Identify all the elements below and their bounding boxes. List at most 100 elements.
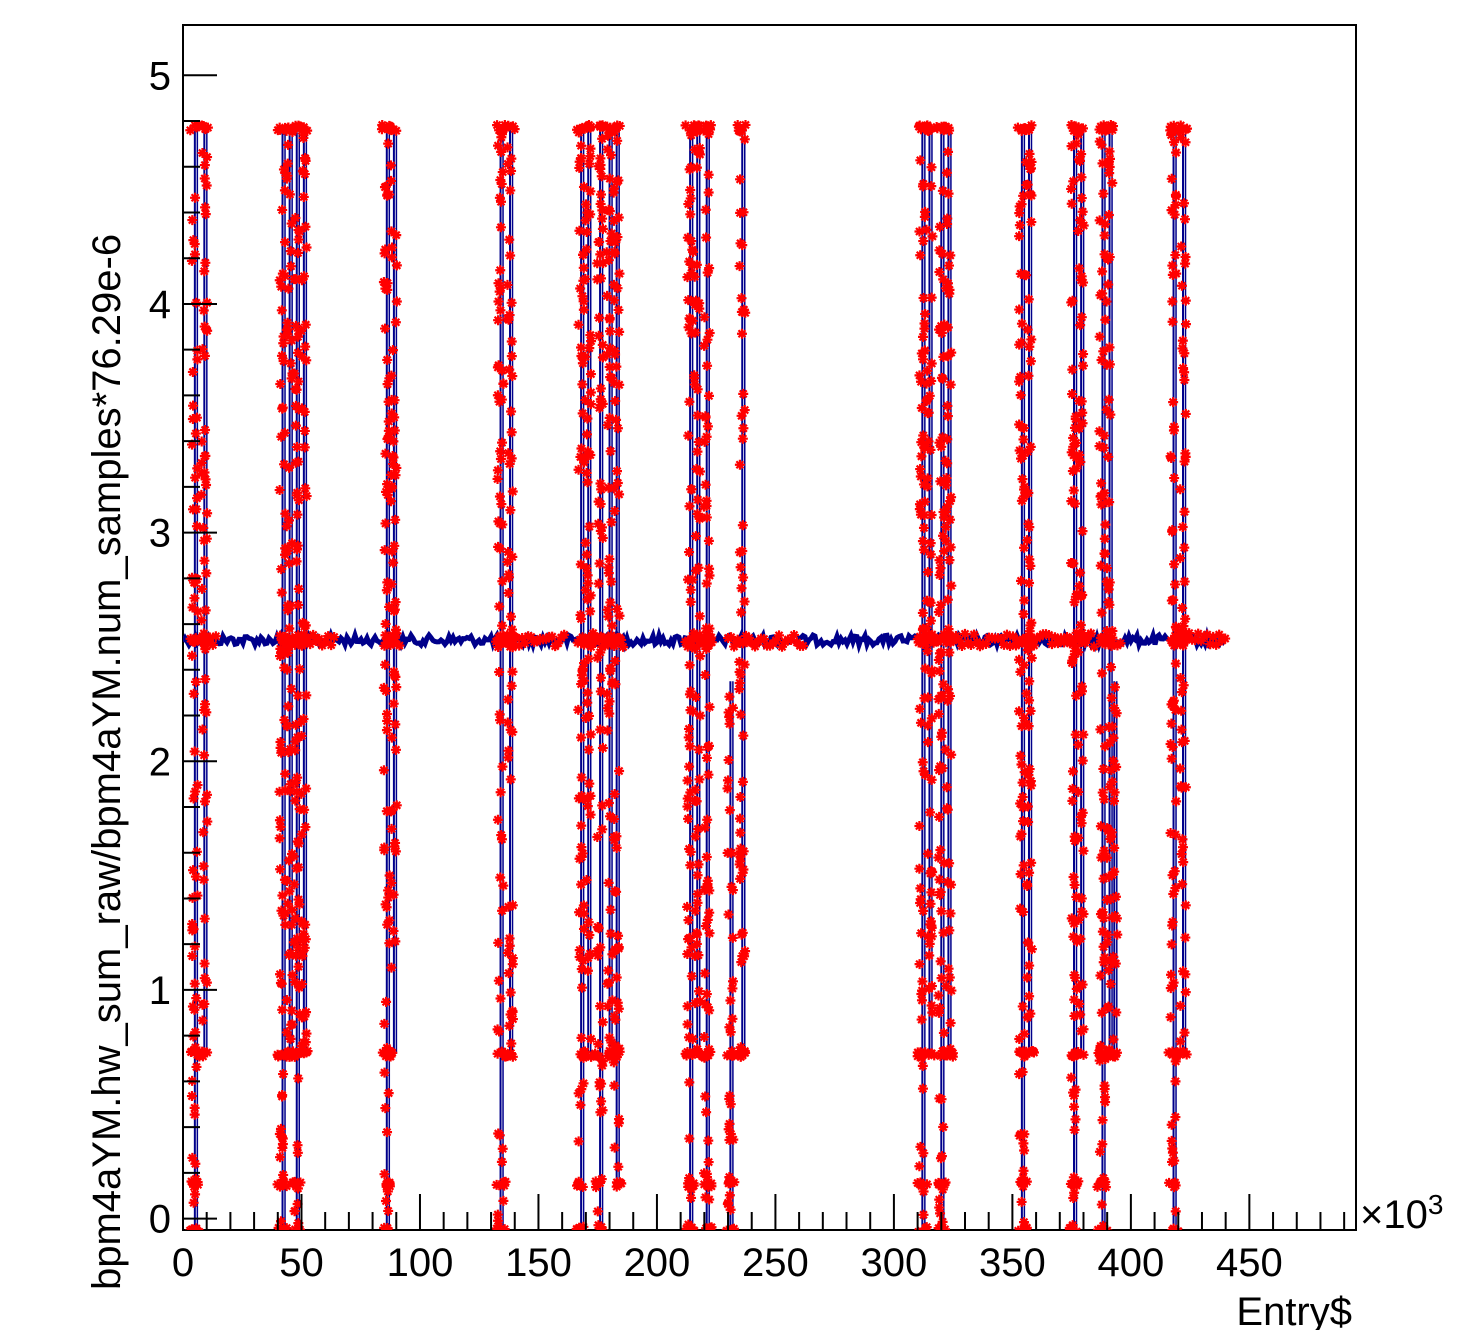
burst-marker-4-46 xyxy=(290,777,301,788)
burst-marker-20-60 xyxy=(914,226,925,237)
burst-marker-19-35 xyxy=(738,572,749,583)
burst-marker-13-33 xyxy=(602,725,613,736)
burst-marker-26-1 xyxy=(1067,389,1078,400)
burst-marker-9-22 xyxy=(506,351,517,362)
burst-marker-32-9 xyxy=(1179,456,1190,467)
level-marker-32-2-1 xyxy=(1181,1049,1192,1060)
burst-marker-28-64 xyxy=(1100,519,1111,530)
burst-marker-21-24 xyxy=(925,549,936,560)
burst-marker-4-56 xyxy=(290,950,301,961)
burst-marker-6-56 xyxy=(381,725,392,736)
level-marker-20-3-1 xyxy=(912,634,923,645)
burst-marker-28-37 xyxy=(1097,787,1108,798)
burst-marker-20-43 xyxy=(916,402,927,413)
burst-marker-27-10 xyxy=(1073,647,1084,658)
burst-marker-23-21 xyxy=(943,684,954,695)
burst-marker-22-35 xyxy=(936,328,947,339)
burst-marker-27-19 xyxy=(1075,320,1086,331)
burst-marker-23-36 xyxy=(940,744,951,755)
burst-marker-5-33 xyxy=(301,1028,312,1039)
burst-marker-7-45 xyxy=(389,412,400,423)
burst-marker-21-1 xyxy=(923,737,934,748)
level-marker-11-4-4 xyxy=(583,120,594,131)
burst-marker-18-11 xyxy=(724,691,735,702)
burst-marker-6-54 xyxy=(382,1127,393,1138)
burst-marker-19-21 xyxy=(736,328,747,339)
level-marker-8-4-1 xyxy=(492,120,503,131)
burst-marker-7-48 xyxy=(390,514,401,525)
burst-marker-19-42 xyxy=(735,827,746,838)
burst-marker-5-41 xyxy=(296,829,307,840)
burst-marker-24-29 xyxy=(1015,750,1026,761)
burst-marker-15-32 xyxy=(687,1033,698,1044)
burst-marker-22-2 xyxy=(937,1216,948,1227)
burst-marker-10-50 xyxy=(576,851,587,862)
burst-marker-16-28 xyxy=(690,998,701,1009)
burst-marker-9-14 xyxy=(504,572,515,583)
burst-marker-24-15 xyxy=(1018,860,1029,871)
burst-marker-12-33 xyxy=(595,1001,606,1012)
burst-marker-19-20 xyxy=(734,666,745,677)
level-marker-22-1-4 xyxy=(934,1178,945,1189)
burst-marker-11-38 xyxy=(584,710,595,721)
burst-marker-15-25 xyxy=(684,547,695,558)
burst-marker-15-26 xyxy=(686,942,697,953)
burst-marker-26-14 xyxy=(1068,871,1079,882)
burst-marker-4-1 xyxy=(293,961,304,972)
level-marker-23-3-1 xyxy=(939,633,950,644)
burst-marker-2-55 xyxy=(275,1152,286,1163)
burst-marker-4-15 xyxy=(293,376,304,387)
burst-marker-22-65 xyxy=(934,555,945,566)
burst-marker-4-37 xyxy=(292,509,303,520)
burst-marker-8-66 xyxy=(495,453,506,464)
burst-marker-11-32 xyxy=(582,801,593,812)
burst-marker-28-7 xyxy=(1099,848,1110,859)
burst-marker-17-62 xyxy=(699,436,710,447)
burst-marker-12-28 xyxy=(596,273,607,284)
burst-marker-3-54 xyxy=(284,949,295,960)
burst-marker-31-27 xyxy=(1170,829,1181,840)
burst-marker-22-22 xyxy=(935,1208,946,1219)
burst-marker-28-21 xyxy=(1094,426,1105,437)
level-marker-7-3-4 xyxy=(389,632,400,643)
burst-marker-12-39 xyxy=(593,578,604,589)
burst-marker-28-2 xyxy=(1099,230,1110,241)
burst-marker-3-39 xyxy=(287,970,298,981)
burst-marker-5-40 xyxy=(297,351,308,362)
burst-marker-2-60 xyxy=(278,338,289,349)
burst-marker-14-18 xyxy=(608,279,619,290)
level-marker-24-1-4 xyxy=(1018,1176,1029,1187)
burst-marker-32-21 xyxy=(1177,335,1188,346)
burst-marker-16-16 xyxy=(693,744,704,755)
burst-marker-19-54 xyxy=(740,307,751,318)
burst-marker-7-23 xyxy=(386,877,397,888)
level-marker-17-2-4 xyxy=(701,1050,712,1061)
baseline-marker-7 xyxy=(210,631,221,642)
burst-marker-17-37 xyxy=(703,1135,714,1146)
burst-marker-4-39 xyxy=(294,226,305,237)
burst-marker-19-5 xyxy=(736,410,747,421)
baseline-marker-154 xyxy=(1058,637,1069,648)
baseline-marker-149 xyxy=(1043,629,1054,640)
burst-marker-16-18 xyxy=(691,938,702,949)
burst-marker-21-19 xyxy=(921,395,932,406)
burst-marker-17-33 xyxy=(701,623,712,634)
level-marker-32-4-1 xyxy=(1175,125,1186,136)
burst-marker-24-19 xyxy=(1014,1033,1025,1044)
burst-marker-0-54 xyxy=(188,235,199,246)
burst-marker-29-32 xyxy=(1101,576,1112,587)
burst-marker-31-34 xyxy=(1168,888,1179,899)
burst-marker-21-11 xyxy=(926,162,937,173)
burst-marker-31-42 xyxy=(1171,147,1182,158)
burst-marker-11-1 xyxy=(580,215,591,226)
burst-marker-15-43 xyxy=(684,1133,695,1144)
burst-marker-14-21 xyxy=(610,679,621,690)
burst-marker-9-20 xyxy=(506,680,517,691)
level-marker-1-3-4 xyxy=(199,637,210,648)
burst-marker-4-6 xyxy=(293,247,304,258)
burst-marker-19-56 xyxy=(735,856,746,867)
burst-marker-28-8 xyxy=(1098,346,1109,357)
baseline-marker-98 xyxy=(777,641,788,652)
level-marker-7-4-4 xyxy=(384,120,395,131)
level-marker-24-0-4 xyxy=(1021,1222,1032,1230)
